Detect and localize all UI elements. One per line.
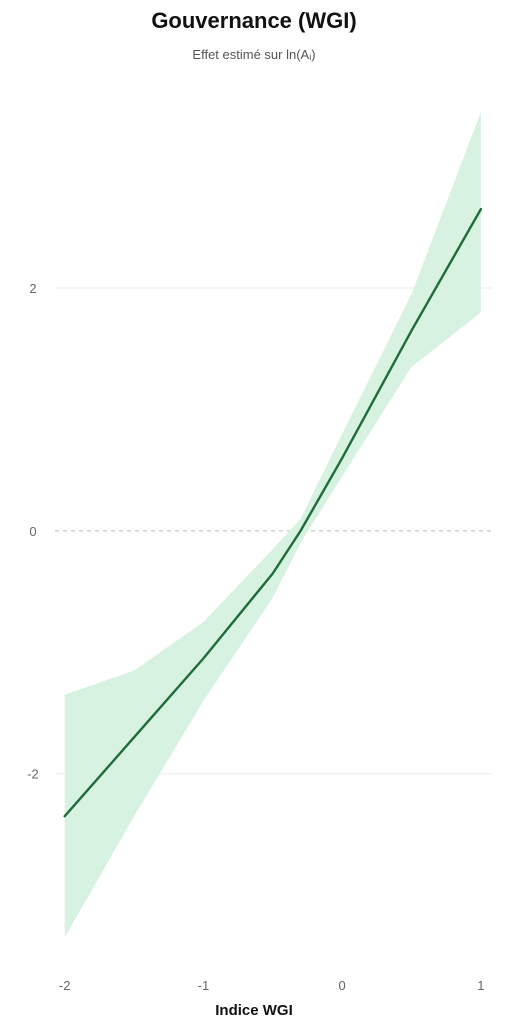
confidence-band bbox=[64, 112, 481, 938]
x-tick-label: 1 bbox=[477, 978, 484, 993]
estimated-effect-line bbox=[63, 207, 483, 818]
chart-title: Gouvernance (WGI) bbox=[151, 8, 357, 33]
x-tick-label: -2 bbox=[59, 978, 71, 993]
x-tick-label: -1 bbox=[198, 978, 210, 993]
chart-subtitle: Effet estimé sur ln(Aᵢ) bbox=[192, 47, 316, 62]
x-tick-label: 0 bbox=[339, 978, 346, 993]
y-tick-label: 2 bbox=[29, 281, 36, 296]
x-axis-label: Indice WGI bbox=[215, 1002, 293, 1019]
y-tick-label: -2 bbox=[27, 767, 39, 782]
y-tick-label: 0 bbox=[29, 524, 36, 539]
